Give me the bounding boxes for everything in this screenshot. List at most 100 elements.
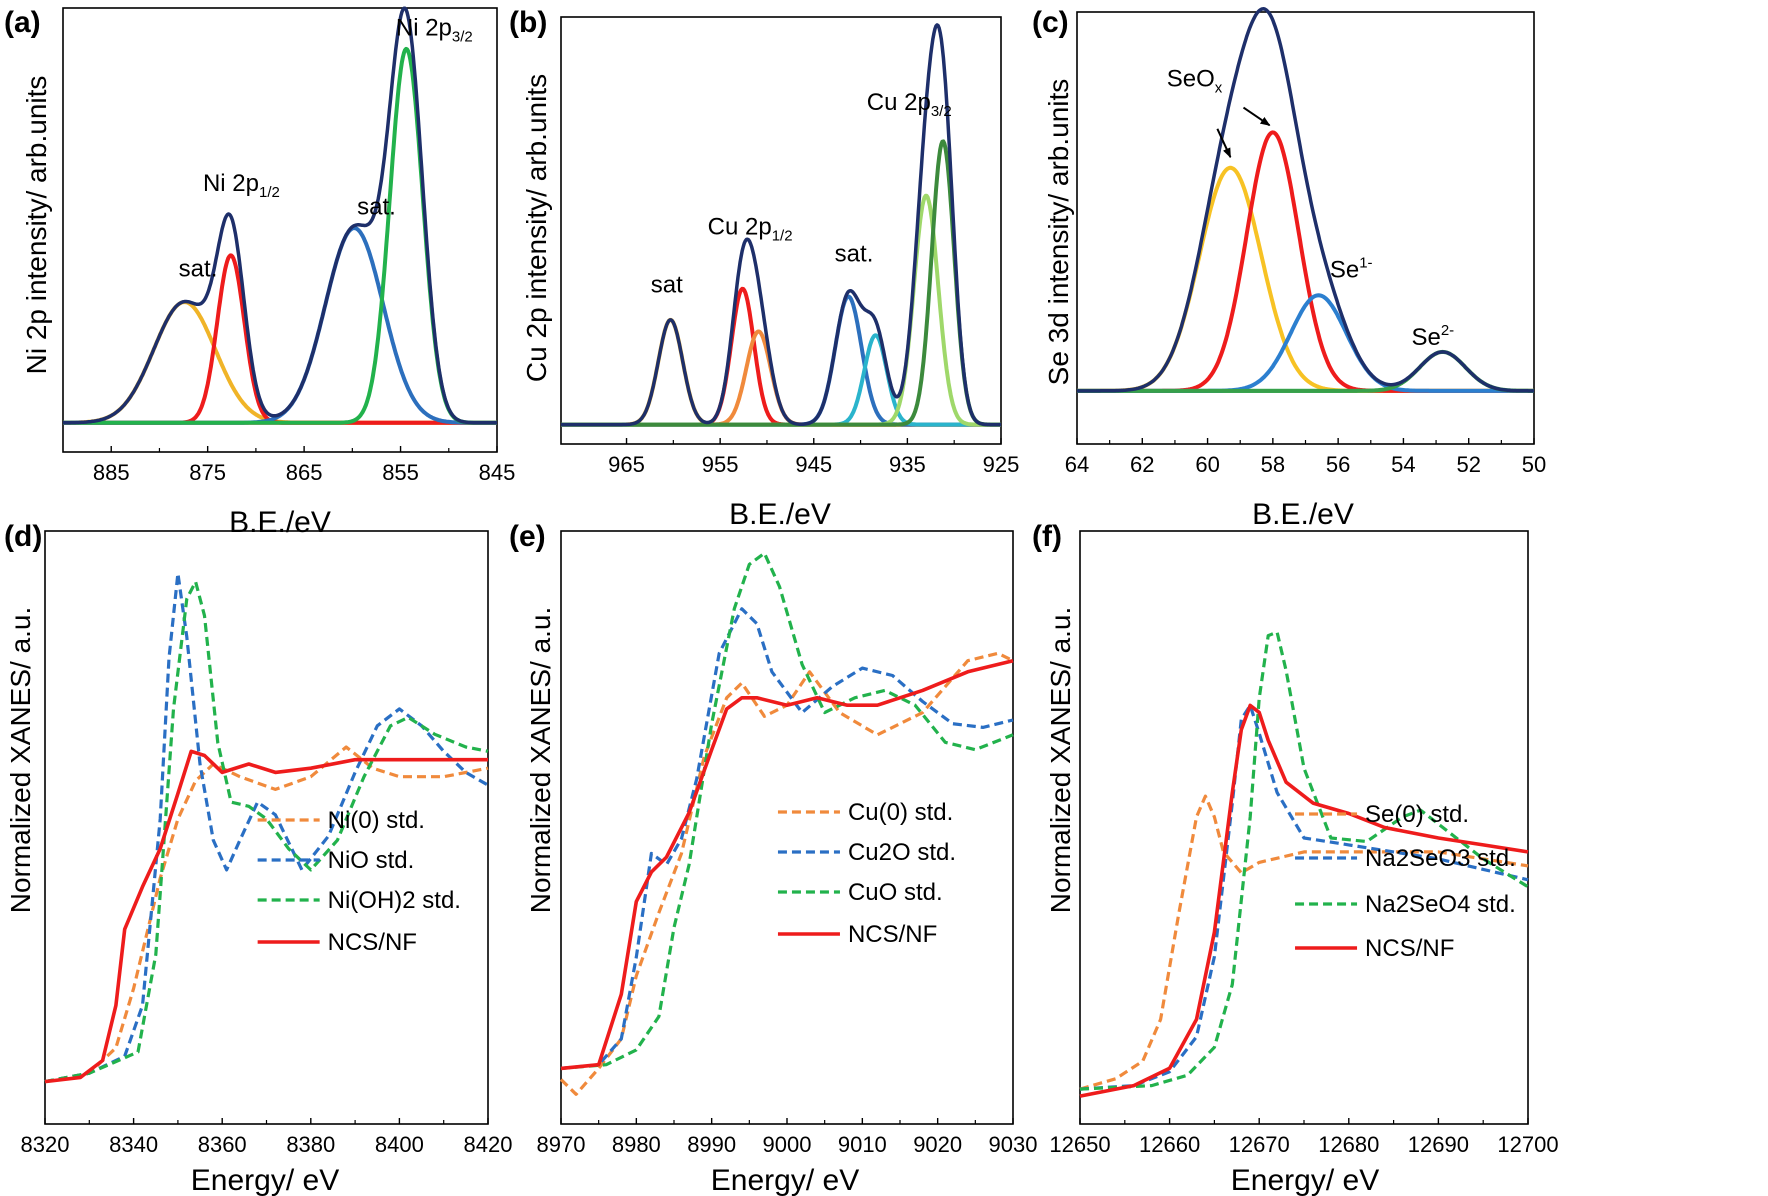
- x-tick-label: 875: [189, 460, 226, 485]
- envelope-line: [1076, 7, 1535, 393]
- x-tick-label: 8340: [109, 1132, 158, 1157]
- x-tick-label: 8970: [537, 1132, 586, 1157]
- panel-a: (a) 885 875 865 855 845 sat. Ni 2p1/2 sat. Ni 2p…: [4, 6, 515, 539]
- panel-e: (e) 8970 8980 8990 9000 9010 9020 9030 Cu(0) st…: [509, 520, 1037, 1196]
- peak-annotation: Cu 2p1/2: [708, 213, 793, 244]
- panel-c-x-axis-label: B.E./eV: [1252, 498, 1354, 531]
- panel-d-y-axis-label: Normalized XANES/ a.u.: [5, 607, 36, 914]
- panel-b-y-axis-label: Cu 2p intensity/ arb.units: [521, 74, 552, 382]
- panel-e-plot: 8970 8980 8990 9000 9010 9020 9030 Cu(0) std. Cu…: [537, 530, 1038, 1157]
- legend-entry: CuO std.: [848, 879, 943, 906]
- x-tick-label: 12680: [1318, 1132, 1379, 1157]
- x-tick-label: 9010: [838, 1132, 887, 1157]
- panel-f-label: (f): [1032, 520, 1062, 553]
- axes-frame: [62, 7, 498, 453]
- legend-entry: Se(0) std.: [1365, 801, 1469, 828]
- x-tick-label: 56: [1326, 452, 1350, 477]
- panel-a-label: (a): [4, 6, 41, 39]
- x-tick-label: 945: [795, 452, 832, 477]
- x-tick-label: 8380: [286, 1132, 335, 1157]
- envelope-line: [62, 6, 498, 425]
- panel-d-label: (d): [4, 520, 42, 553]
- x-tick-label: 12690: [1408, 1132, 1469, 1157]
- panel-d: (d) 8320 8340 8360 8380 8400 8420 Ni(0) std. Ni…: [4, 520, 512, 1196]
- series-line: [1079, 794, 1529, 1091]
- peak-annotation: Ni 2p3/2: [396, 14, 473, 45]
- x-tick-label: 54: [1391, 452, 1415, 477]
- panel-b-x-axis-label: B.E./eV: [729, 498, 831, 531]
- legend-entry: Cu2O std.: [848, 839, 956, 866]
- x-tick-label: 9020: [913, 1132, 962, 1157]
- panel-c-label: (c): [1032, 6, 1069, 39]
- x-tick-label: 965: [608, 452, 645, 477]
- x-tick-label: 12650: [1049, 1132, 1110, 1157]
- legend-entry: NCS/NF: [1365, 935, 1454, 962]
- x-tick-label: 52: [1456, 452, 1480, 477]
- axes-frame: [560, 16, 1002, 445]
- legend-entry: Ni(OH)2 std.: [328, 887, 461, 914]
- x-tick-label: 865: [286, 460, 323, 485]
- x-tick-label: 64: [1065, 452, 1089, 477]
- panel-c-y-axis-label: Se 3d intensity/ arb.units: [1043, 79, 1074, 386]
- peak-annotation: sat.: [179, 256, 218, 283]
- x-tick-label: 8420: [464, 1132, 513, 1157]
- series-line: [1079, 703, 1529, 1098]
- peak-annotation: sat.: [835, 241, 874, 268]
- panel-e-y-axis-label: Normalized XANES/ a.u.: [525, 607, 556, 914]
- annotation-arrow: [1216, 128, 1232, 159]
- panel-c-plot: 64 62 60 58 56 54 52 50 SeOx Se1- Se2-: [1065, 7, 1546, 477]
- series-line: [560, 551, 1014, 1070]
- series-line: [44, 580, 489, 1084]
- x-tick-label: 935: [889, 452, 926, 477]
- x-tick-label: 58: [1261, 452, 1285, 477]
- x-tick-label: 12660: [1139, 1132, 1200, 1157]
- x-tick-label: 9000: [763, 1132, 812, 1157]
- legend-entry: Na2SeO4 std.: [1365, 891, 1516, 918]
- panel-f-plot: 12650 12660 12670 12680 12690 12700 Se(0) std.…: [1049, 530, 1559, 1157]
- panel-f-y-axis-label: Normalized XANES/ a.u.: [1045, 607, 1076, 914]
- x-tick-label: 845: [479, 460, 516, 485]
- panel-b: (b) 965 955 945 935 925 sat Cu 2p1/2 sat. Cu 2p3…: [509, 6, 1019, 531]
- series-line: [1079, 630, 1529, 1091]
- panel-f: (f) 12650 12660 12670 12680 12690 12700 Se(0) …: [1032, 520, 1559, 1196]
- series-line: [560, 607, 1014, 1070]
- x-tick-label: 8320: [21, 1132, 70, 1157]
- peak-annotation: Cu 2p3/2: [867, 89, 952, 120]
- x-tick-label: 60: [1195, 452, 1219, 477]
- peak-annotation: Se1-: [1330, 255, 1373, 284]
- legend-entry: Ni(0) std.: [328, 807, 425, 834]
- panel-c: (c) 64 62 60 58 56 54 52 50 SeOx Se1- Se2- B.E./eV…: [1032, 6, 1546, 531]
- x-tick-label: 8990: [687, 1132, 736, 1157]
- x-tick-label: 8980: [612, 1132, 661, 1157]
- x-tick-label: 62: [1130, 452, 1154, 477]
- axes-frame: [560, 530, 1014, 1125]
- x-tick-label: 12700: [1497, 1132, 1558, 1157]
- panel-d-x-axis-label: Energy/ eV: [191, 1164, 339, 1196]
- peak-annotation: sat: [651, 272, 683, 299]
- panel-a-y-axis-label: Ni 2p intensity/ arb.units: [21, 76, 52, 375]
- legend-entry: NiO std.: [328, 847, 415, 874]
- peak-annotation: Se2-: [1411, 322, 1454, 351]
- panel-a-plot: 885 875 865 855 845 sat. Ni 2p1/2 sat. Ni 2p3/2: [62, 6, 516, 485]
- x-tick-label: 8400: [375, 1132, 424, 1157]
- panel-e-x-axis-label: Energy/ eV: [711, 1164, 859, 1196]
- x-tick-label: 9030: [989, 1132, 1038, 1157]
- x-tick-label: 855: [382, 460, 419, 485]
- x-tick-label: 885: [93, 460, 130, 485]
- panel-b-label: (b): [509, 6, 547, 39]
- panel-a-x-axis-label: B.E./eV: [229, 506, 331, 539]
- fit-peak-line: [62, 46, 498, 425]
- envelope-line: [560, 23, 1002, 427]
- legend-entry: NCS/NF: [328, 929, 417, 956]
- panel-b-plot: 965 955 945 935 925 sat Cu 2p1/2 sat. Cu 2p3/2: [560, 16, 1020, 477]
- x-tick-label: 8360: [198, 1132, 247, 1157]
- x-tick-label: 925: [983, 452, 1020, 477]
- x-tick-label: 50: [1522, 452, 1546, 477]
- legend-entry: NCS/NF: [848, 921, 937, 948]
- panel-e-label: (e): [509, 520, 546, 553]
- x-tick-label: 955: [702, 452, 739, 477]
- panel-f-x-axis-label: Energy/ eV: [1231, 1164, 1379, 1196]
- x-tick-label: 12670: [1229, 1132, 1290, 1157]
- panel-d-plot: 8320 8340 8360 8380 8400 8420 Ni(0) std. NiO st…: [21, 530, 513, 1157]
- fit-peak-line: [560, 139, 1002, 427]
